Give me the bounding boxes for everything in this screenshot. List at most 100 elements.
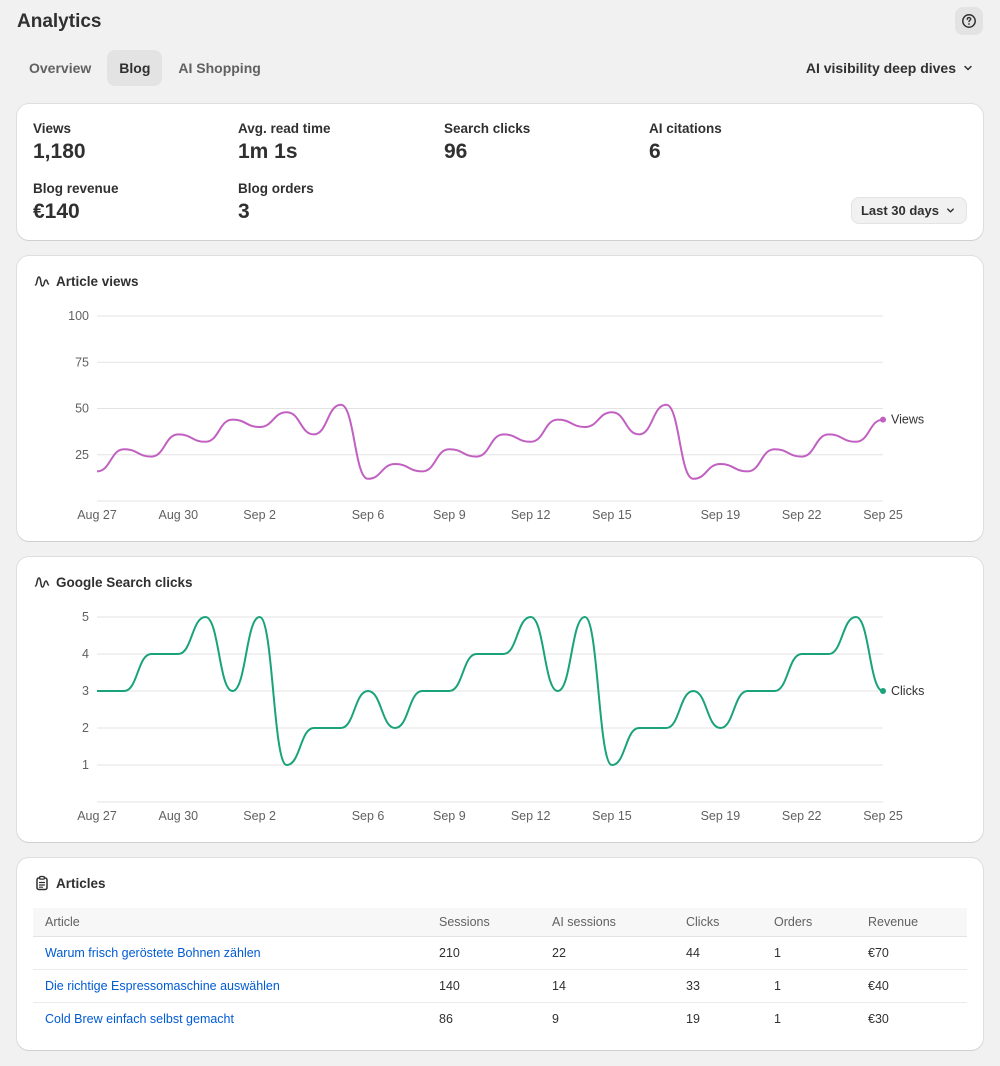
clipboard-icon	[36, 875, 48, 891]
metric-search-clicks[interactable]: Search clicks 96	[444, 120, 644, 165]
x-tick-label: Sep 25	[863, 508, 903, 522]
x-tick-label: Sep 15	[592, 508, 632, 522]
cell-orders: 1	[762, 936, 856, 970]
y-tick-label: 2	[82, 721, 89, 735]
chart-title: Article views	[56, 273, 139, 289]
cell-revenue: €30	[868, 1011, 889, 1026]
search-clicks-card: Google Search clicks 1 2 3 4 5 Aug 27 Aug 30 Se…	[17, 557, 983, 842]
article-views-card: Article views 25 50 75 100 Aug 27 Aug 30 Sep 2…	[17, 256, 983, 541]
series-end-point	[880, 416, 886, 423]
search-clicks-chart: 1 2 3 4 5 Aug 27 Aug 30 Sep 2 Sep 6 Sep 9 Sep 12 Se…	[77, 610, 924, 823]
metric-label: AI citations	[649, 121, 722, 136]
metric-label: Avg. read time	[238, 121, 331, 136]
series-line	[96, 403, 884, 480]
metric-blog-orders[interactable]: Blog orders 3	[238, 180, 438, 225]
cell-ai-sessions: 22	[540, 936, 674, 970]
x-tick-label: Sep 15	[592, 809, 632, 823]
metrics-card: Views 1,180 Avg. read time 1m 1s Search …	[17, 104, 983, 240]
x-tick-label: Sep 22	[782, 508, 822, 522]
metric-label: Views	[33, 121, 72, 136]
page-title: Analytics	[17, 11, 102, 32]
x-tick-label: Aug 27	[77, 809, 117, 823]
metric-value: 6	[649, 140, 661, 163]
table-header-row: Article Sessions AI sessions Clicks Orde…	[33, 908, 967, 937]
articles-table: Article Sessions AI sessions Clicks Orde…	[33, 908, 967, 1035]
column-header-orders[interactable]: Orders	[762, 908, 856, 937]
metric-ai-citations[interactable]: AI citations 6	[649, 120, 849, 165]
table-row: Cold Brew einfach selbst gemacht 86 9 19…	[33, 1002, 967, 1035]
column-header-clicks[interactable]: Clicks	[674, 908, 762, 937]
articles-title: Articles	[56, 875, 106, 891]
cell-ai-sessions: 14	[540, 969, 674, 1003]
series-label: Clicks	[891, 684, 924, 698]
y-tick-label: 4	[82, 647, 89, 661]
column-header-revenue[interactable]: Revenue	[856, 908, 967, 937]
ai-visibility-dropdown-label: AI visibility deep dives	[805, 60, 956, 76]
metric-value: 1,180	[33, 140, 86, 163]
metric-views[interactable]: Views 1,180	[33, 120, 233, 165]
cell-revenue: €40	[856, 969, 967, 1003]
metric-value: 1m 1s	[238, 140, 298, 163]
x-tick-label: Sep 6	[352, 809, 385, 823]
metric-blog-revenue[interactable]: Blog revenue €140	[33, 180, 233, 225]
x-tick-label: Sep 25	[863, 809, 903, 823]
x-tick-label: Sep 9	[433, 508, 466, 522]
column-header-article[interactable]: Article	[33, 908, 427, 937]
cell-sessions: 140	[427, 969, 540, 1003]
y-tick-label: 5	[82, 610, 89, 624]
chart-title: Google Search clicks	[56, 574, 193, 590]
x-tick-label: Aug 30	[158, 809, 198, 823]
y-tick-label: 1	[82, 758, 89, 772]
article-link[interactable]: Warum frisch geröstete Bohnen zählen	[33, 936, 427, 970]
series-label: Views	[891, 413, 924, 427]
tab-overview[interactable]: Overview	[29, 60, 92, 76]
metric-value: 96	[444, 140, 468, 163]
ai-visibility-dropdown[interactable]: AI visibility deep dives	[806, 57, 974, 79]
column-header-sessions[interactable]: Sessions	[427, 908, 540, 937]
cell-orders: 1	[774, 1011, 781, 1026]
cell-ai-sessions: 9	[552, 1011, 559, 1026]
chevron-down-icon	[964, 65, 972, 71]
date-range-button[interactable]: Last 30 days	[850, 197, 967, 224]
x-tick-label: Aug 27	[77, 508, 117, 522]
article-link[interactable]: Cold Brew einfach selbst gemacht	[45, 1011, 234, 1026]
help-button[interactable]	[955, 7, 983, 35]
sparkline-icon	[34, 577, 50, 588]
card-heading: Articles	[34, 875, 106, 891]
date-range-label: Last 30 days	[860, 203, 939, 218]
metric-label: Blog revenue	[33, 181, 119, 196]
cell-revenue: €70	[856, 936, 967, 970]
x-tick-label: Sep 2	[243, 508, 276, 522]
sparkline-icon	[34, 276, 50, 287]
metric-value: €140	[33, 200, 80, 223]
cell-clicks: 19	[686, 1011, 700, 1026]
cell-sessions: 86	[439, 1011, 453, 1026]
y-tick-label: 50	[75, 402, 89, 416]
series-line	[97, 616, 884, 766]
table-row: Warum frisch geröstete Bohnen zählen 210…	[33, 936, 967, 970]
x-tick-label: Sep 2	[243, 809, 276, 823]
articles-card: Articles Article Sessions AI sessions Cl…	[17, 858, 983, 1050]
series-end-point	[880, 688, 886, 694]
cell-clicks: 33	[674, 969, 762, 1003]
metric-label: Search clicks	[444, 121, 531, 136]
column-header-ai-sessions[interactable]: AI sessions	[540, 908, 674, 937]
metric-read-time[interactable]: Avg. read time 1m 1s	[238, 120, 438, 165]
x-tick-label: Sep 12	[511, 508, 551, 522]
x-tick-label: Sep 22	[782, 809, 822, 823]
article-link[interactable]: Die richtige Espressomaschine auswählen	[33, 969, 427, 1003]
y-tick-label: 3	[82, 684, 89, 698]
chevron-down-icon	[947, 208, 954, 213]
tab-ai-shopping[interactable]: AI Shopping	[178, 60, 261, 76]
y-tick-label: 100	[68, 309, 89, 323]
x-tick-label: Sep 12	[511, 809, 551, 823]
tab-blog[interactable]: Blog	[107, 50, 163, 86]
cell-sessions: 210	[427, 936, 540, 970]
article-views-chart: 25 50 75 100 Aug 27 Aug 30 Sep 2 Sep 6 Sep 9 Sep …	[68, 309, 924, 522]
cell-orders: 1	[762, 969, 856, 1003]
metric-label: Blog orders	[238, 181, 314, 196]
card-heading: Article views	[34, 273, 139, 289]
x-tick-label: Sep 6	[352, 508, 385, 522]
x-tick-label: Sep 19	[701, 508, 741, 522]
x-tick-label: Sep 9	[433, 809, 466, 823]
